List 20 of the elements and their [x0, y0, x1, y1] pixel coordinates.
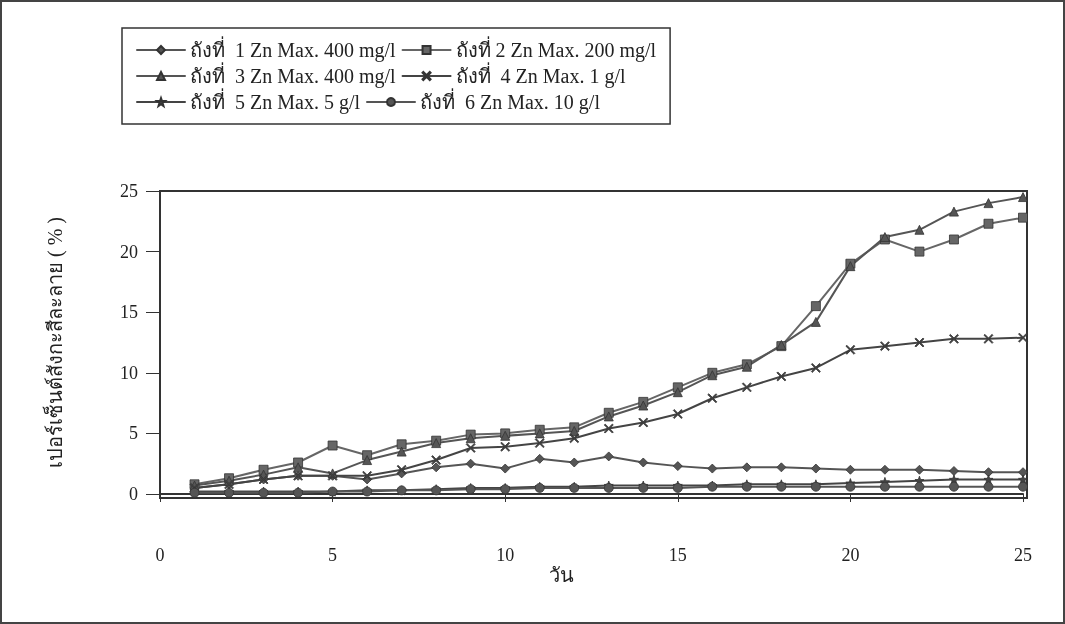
y-tick-label: 5 — [129, 423, 138, 444]
x-axis-title: วัน — [549, 563, 574, 586]
legend-label: ถังที่ 5 Zn Max. 5 g/l — [190, 88, 361, 114]
legend-label: ถังที่ 1 Zn Max. 400 mg/l — [190, 36, 396, 62]
y-tick-label: 20 — [120, 241, 138, 262]
legend-label: ถังที่ 2 Zn Max. 200 mg/l — [455, 36, 657, 62]
legend-label: ถังที่ 3 Zn Max. 400 mg/l — [190, 62, 396, 88]
y-tick-label: 10 — [120, 362, 138, 383]
x-tick-label: 5 — [328, 545, 338, 565]
x-tick-label: 10 — [496, 545, 515, 565]
y-tick-label: 0 — [129, 484, 138, 504]
y-tick-label: 15 — [120, 302, 138, 323]
x-tick-label: 20 — [841, 545, 860, 565]
legend-label: ถังที่ 4 Zn Max. 1 g/l — [455, 62, 626, 88]
y-axis-title: เปอร์เซ็นต์สังกะสีละลาย ( % ) — [42, 217, 67, 468]
legend-label: ถังที่ 6 Zn Max. 10 g/l — [419, 88, 601, 114]
x-tick-label: 25 — [1014, 545, 1032, 565]
x-tick-label: 0 — [155, 545, 165, 565]
y-tick-label: 25 — [120, 181, 138, 201]
x-tick-label: 15 — [668, 545, 687, 565]
